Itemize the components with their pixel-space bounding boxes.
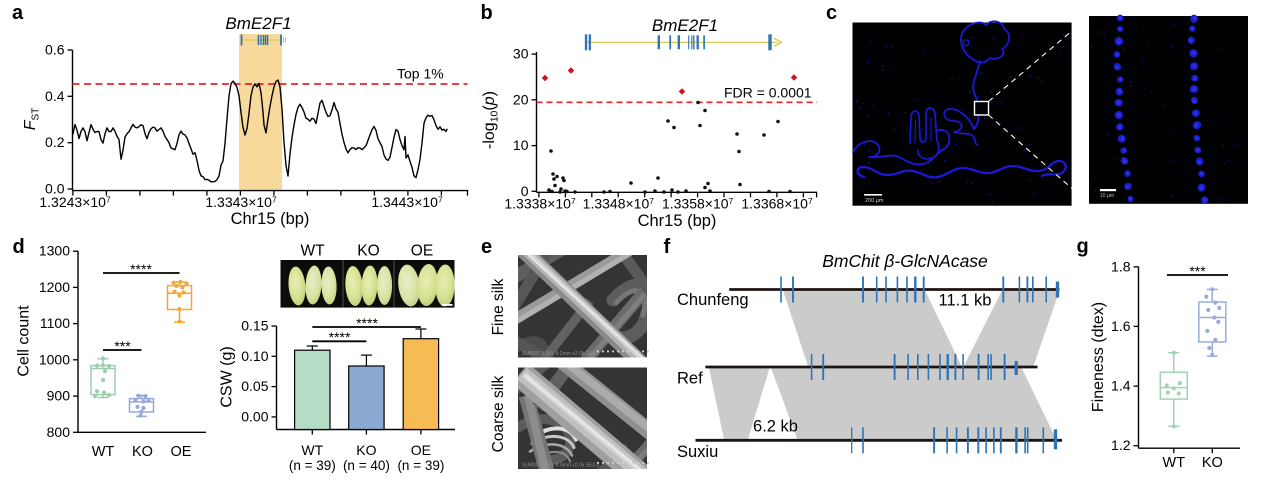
svg-text:c: c xyxy=(826,2,837,24)
svg-text:(n = 39): (n = 39) xyxy=(289,458,336,473)
svg-text:0.15: 0.15 xyxy=(241,318,268,334)
svg-text:WT: WT xyxy=(300,243,325,260)
svg-text:***: *** xyxy=(114,338,131,354)
svg-text:1000: 1000 xyxy=(39,351,70,367)
svg-text:WT: WT xyxy=(92,444,115,460)
svg-text:e: e xyxy=(481,236,492,258)
svg-text:Cell count: Cell count xyxy=(16,305,33,377)
svg-text:Fine silk: Fine silk xyxy=(490,278,507,335)
svg-text:0.05: 0.05 xyxy=(241,378,268,394)
svg-text:1300: 1300 xyxy=(39,243,70,259)
svg-text:1.3443×107: 1.3443×107 xyxy=(371,194,443,210)
svg-text:****: **** xyxy=(130,261,152,277)
svg-text:(n = 39): (n = 39) xyxy=(397,458,444,473)
svg-text:OE: OE xyxy=(411,243,433,260)
svg-text:****: **** xyxy=(356,315,378,331)
svg-text:Chr15 (bp): Chr15 (bp) xyxy=(638,212,717,230)
svg-text:FST: FST xyxy=(22,108,42,131)
svg-text:KO: KO xyxy=(1202,455,1223,471)
svg-text:KO: KO xyxy=(357,243,379,260)
svg-text:WT: WT xyxy=(301,442,323,458)
svg-text:0.4: 0.4 xyxy=(45,88,65,104)
svg-text:-log10(p): -log10(p) xyxy=(481,91,501,149)
svg-text:0.0: 0.0 xyxy=(45,181,65,197)
svg-text:1100: 1100 xyxy=(40,315,70,331)
svg-text:1200: 1200 xyxy=(39,279,70,295)
svg-text:1.3358×107: 1.3358×107 xyxy=(662,196,734,212)
svg-text:1.4: 1.4 xyxy=(1111,378,1131,394)
svg-text:1.3348×107: 1.3348×107 xyxy=(583,196,655,212)
svg-text:g: g xyxy=(1077,236,1089,258)
svg-text:d: d xyxy=(13,236,25,258)
svg-text:OE: OE xyxy=(411,442,431,458)
svg-text:20: 20 xyxy=(513,91,529,107)
svg-text:CSW (g): CSW (g) xyxy=(219,346,236,407)
svg-text:****: **** xyxy=(329,329,351,345)
svg-text:WT: WT xyxy=(1163,455,1186,471)
svg-text:b: b xyxy=(481,2,493,24)
svg-text:Coarse silk: Coarse silk xyxy=(490,375,507,452)
svg-text:KO: KO xyxy=(356,442,376,458)
svg-text:***: *** xyxy=(1189,263,1206,279)
svg-text:900: 900 xyxy=(47,388,71,404)
svg-text:OE: OE xyxy=(171,444,192,460)
svg-text:800: 800 xyxy=(47,424,71,440)
svg-text:10 µm: 10 µm xyxy=(1100,193,1114,199)
svg-text:Fineness (dtex): Fineness (dtex) xyxy=(1090,302,1107,412)
svg-text:1.6: 1.6 xyxy=(1111,318,1131,334)
svg-text:Suxiu: Suxiu xyxy=(677,443,718,461)
svg-text:1.3343×107: 1.3343×107 xyxy=(205,194,277,210)
svg-text:0.6: 0.6 xyxy=(45,42,65,58)
svg-text:a: a xyxy=(12,2,24,24)
svg-text:Chr15 (bp): Chr15 (bp) xyxy=(231,210,310,228)
svg-text:Chunfeng: Chunfeng xyxy=(677,291,749,309)
svg-text:1.8: 1.8 xyxy=(1111,258,1131,274)
svg-text:BmChit β-GlcNAcase: BmChit β-GlcNAcase xyxy=(822,251,988,271)
svg-text:BmE2F1: BmE2F1 xyxy=(225,14,291,33)
svg-text:Top 1%: Top 1% xyxy=(397,66,444,82)
svg-text:11.1 kb: 11.1 kb xyxy=(939,292,992,310)
svg-text:1.3338×107: 1.3338×107 xyxy=(504,196,576,212)
svg-text:0.2: 0.2 xyxy=(45,134,65,150)
svg-text:BmE2F1: BmE2F1 xyxy=(652,16,718,35)
svg-text:30: 30 xyxy=(513,46,529,62)
svg-text:KO: KO xyxy=(132,444,153,460)
svg-text:0: 0 xyxy=(521,183,529,199)
svg-text:200 µm: 200 µm xyxy=(865,198,884,204)
svg-text:SU8000 5.0kV 8.2mm x2.0k SE(U): SU8000 5.0kV 8.2mm x2.0k SE(U) xyxy=(522,351,600,357)
svg-text:6.2 kb: 6.2 kb xyxy=(753,418,798,436)
svg-text:Ref: Ref xyxy=(677,370,703,388)
svg-text:0.00: 0.00 xyxy=(241,408,268,424)
svg-text:SU8000 5.0kV 8.3mm x2.0k SE(U): SU8000 5.0kV 8.3mm x2.0k SE(U) xyxy=(522,463,600,469)
svg-text:(n = 40): (n = 40) xyxy=(343,458,390,473)
svg-text:10: 10 xyxy=(513,137,529,153)
svg-text:1.3368×107: 1.3368×107 xyxy=(741,196,813,212)
svg-text:1.2: 1.2 xyxy=(1111,437,1131,453)
svg-text:0.10: 0.10 xyxy=(241,348,268,364)
svg-text:FDR = 0.0001: FDR = 0.0001 xyxy=(724,85,812,101)
svg-text:f: f xyxy=(664,236,671,258)
svg-text:1.3243×107: 1.3243×107 xyxy=(39,194,111,210)
